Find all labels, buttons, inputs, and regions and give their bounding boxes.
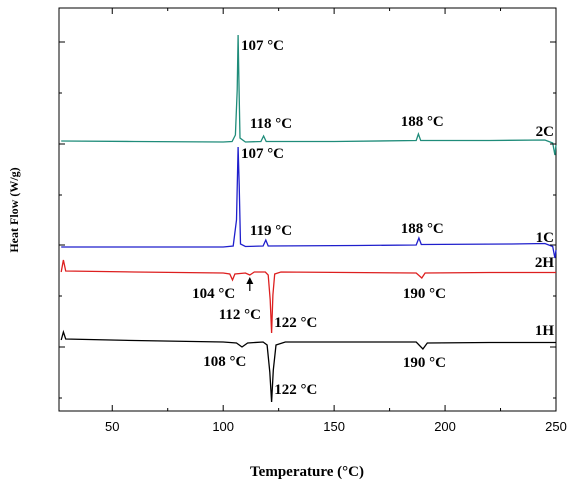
peak-annotation: 122 °C <box>274 315 317 331</box>
peak-annotation: 107 °C <box>241 38 284 54</box>
x-tick-label: 200 <box>434 419 456 434</box>
x-axis-title: Temperature (°C) <box>250 464 364 480</box>
peak-annotation: 104 °C <box>192 286 235 302</box>
arrow-head <box>246 277 254 284</box>
tick-layer: 50 100 150 200 250 <box>59 8 567 434</box>
peak-annotation: 108 °C <box>203 354 246 370</box>
x-tick-label: 100 <box>212 419 234 434</box>
x-tick-label: 50 <box>105 419 119 434</box>
label-layer: 107 °C 118 °C 188 °C 107 °C 119 °C 188 °C 104 … <box>192 38 446 398</box>
peak-annotation: 107 °C <box>241 146 284 162</box>
peak-annotation: 122 °C <box>274 382 317 398</box>
series-layer: 2C 1C 2H 1H <box>60 34 557 403</box>
series-label-1h: 1H <box>535 323 555 339</box>
peak-annotation: 118 °C <box>250 116 292 132</box>
series-label-2h: 2H <box>535 255 555 271</box>
plot-frame <box>58 7 557 412</box>
peak-annotation: 119 °C <box>250 223 292 239</box>
peak-annotation: 112 °C <box>219 307 261 323</box>
series-label-1c: 1C <box>536 230 554 246</box>
x-tick-label: 150 <box>323 419 345 434</box>
peak-annotation: 190 °C <box>403 355 446 371</box>
peak-annotation: 188 °C <box>401 114 444 130</box>
series-line-1h <box>60 329 556 403</box>
series-label-2c: 2C <box>536 124 554 140</box>
series-line-2h <box>60 259 556 334</box>
series-line-2c <box>61 34 557 156</box>
y-axis-title: Heat Flow (W/g) <box>7 167 21 252</box>
peak-annotation: 188 °C <box>401 221 444 237</box>
series-line-1c <box>61 146 557 259</box>
peak-annotation: 190 °C <box>403 286 446 302</box>
x-tick-label: 250 <box>545 419 567 434</box>
